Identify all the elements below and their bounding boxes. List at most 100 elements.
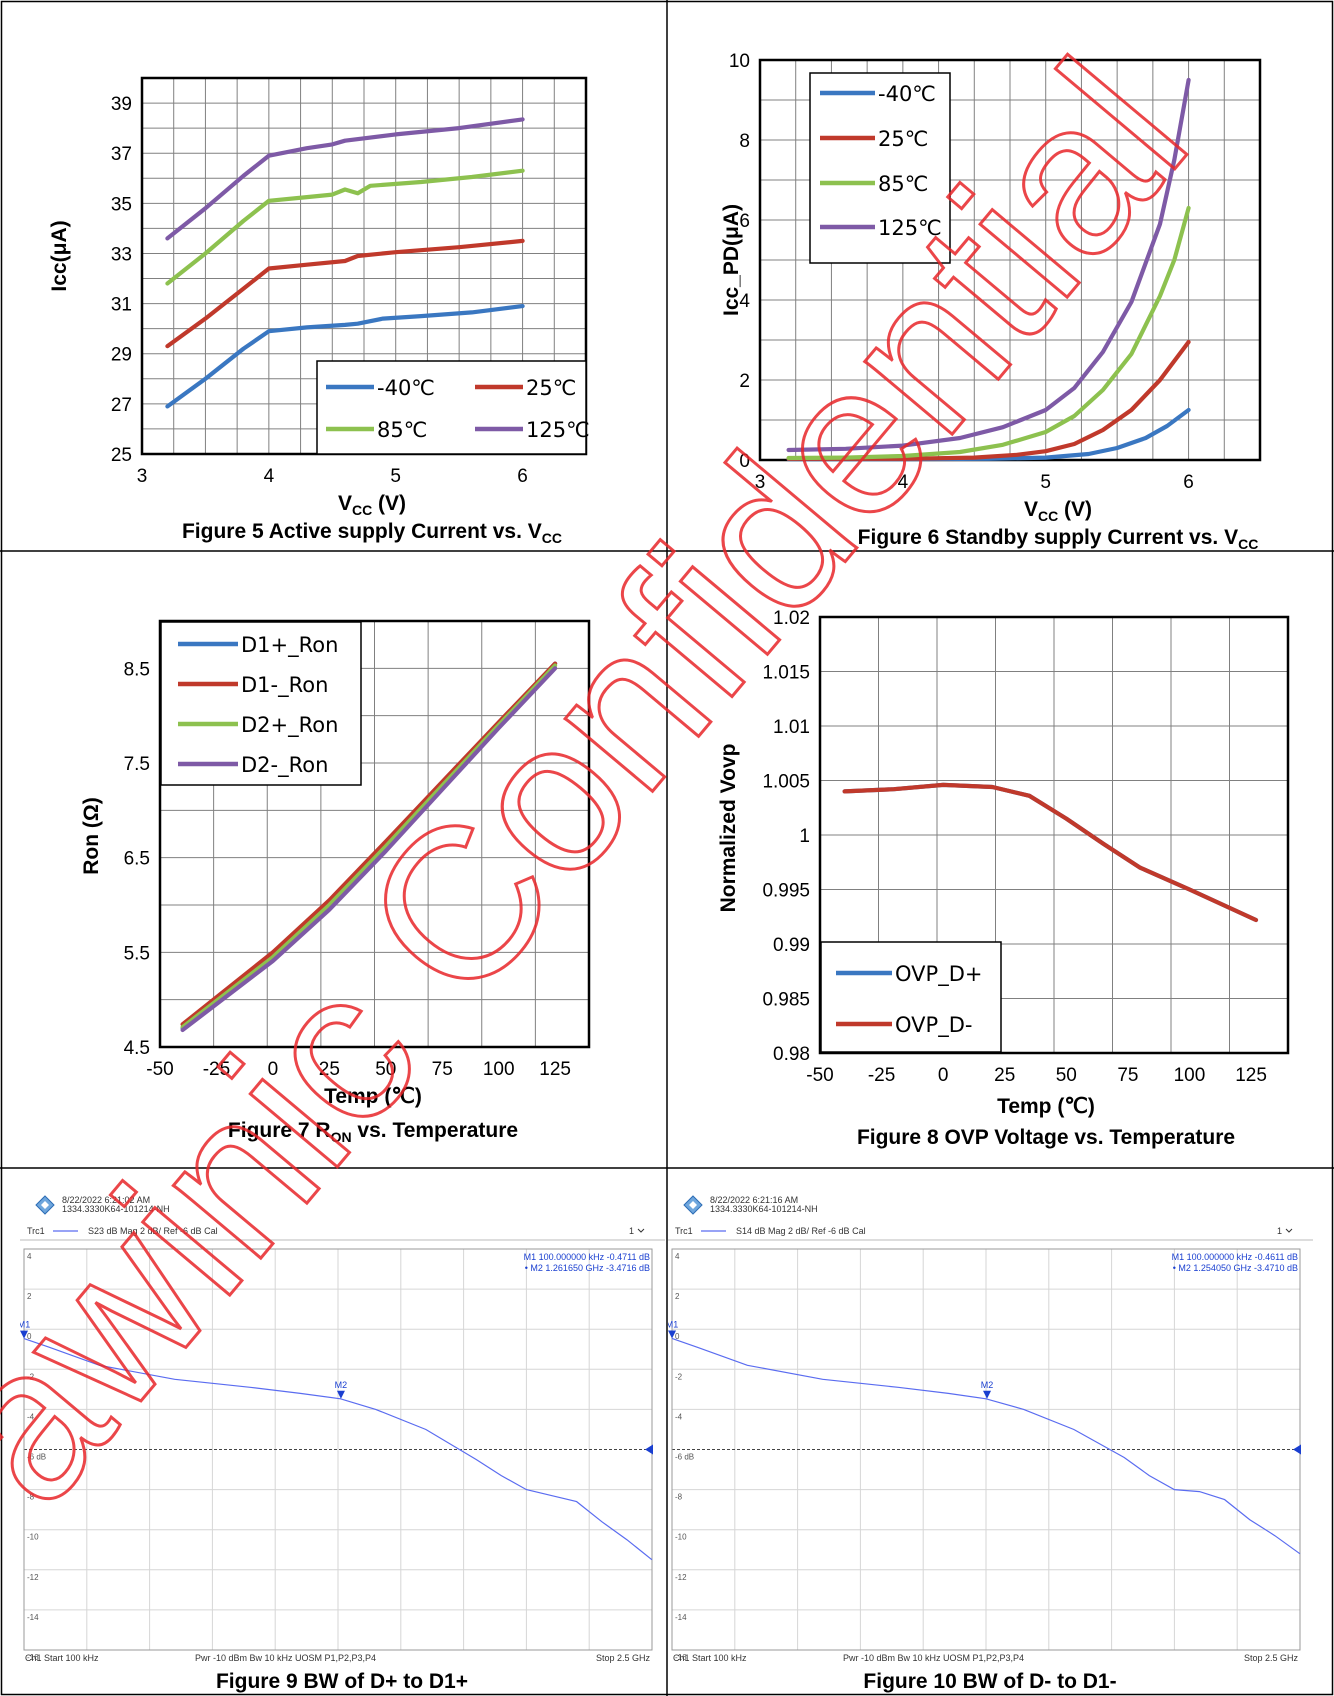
series-line-25 — [165, 238, 525, 349]
x-tick-label: 3 — [137, 466, 148, 487]
x-axis-title: Temp (℃) — [324, 1085, 422, 1108]
vna-trace-name: Trc1 — [27, 1226, 45, 1236]
vna-y-tick-label: 0 — [675, 1332, 680, 1341]
series-line-85 — [165, 168, 525, 286]
vna-y-tick-label: -2 — [675, 1372, 683, 1381]
legend-label-25: 25℃ — [878, 127, 928, 151]
vna-y-tick-label: -14 — [27, 1613, 39, 1622]
y-tick-label: 1.005 — [762, 772, 810, 793]
figure-7-cell: -50 -25 0 25 50 75 100 125 4.5 5.5 6.5 7.5 8.5 Temp (… — [20, 553, 665, 1167]
y-tick-label: 33 — [111, 244, 132, 265]
legend-label-d1-ron: D1-_Ron — [241, 673, 328, 698]
figure-caption: Figure 8 OVP Voltage vs. Temperature — [857, 1126, 1235, 1149]
x-tick-label: 125 — [539, 1059, 571, 1080]
x-tick-label: 75 — [1117, 1065, 1138, 1086]
y-axis-title: Icc(μA) — [48, 220, 71, 291]
y-tick-label: 0.995 — [762, 881, 810, 902]
vna-y-tick-label: -10 — [675, 1533, 687, 1542]
x-tick-label: 50 — [375, 1059, 396, 1080]
x-axis-title-unit: (V) — [372, 492, 406, 515]
figure-9-cell: 8/22/2022 6:21:02 AM 1334.3330K64-101214-… — [20, 1170, 665, 1696]
y-tick-label: 39 — [111, 94, 132, 115]
vna-plot-area — [671, 1248, 1301, 1651]
y-tick-label: 6.5 — [124, 849, 150, 870]
x-axis-title-subscript: CC — [1038, 508, 1058, 524]
vna-y-tick-label: 0 — [27, 1332, 32, 1341]
vna-channel-number: 1 — [1277, 1226, 1282, 1236]
vna-instrument-id: 1334.3330K64-101214-NH — [710, 1204, 818, 1214]
vna-trace-format: S23 dB Mag 2 dB/ Ref -6 dB Cal — [88, 1226, 218, 1236]
y-tick-label: 29 — [111, 345, 132, 366]
legend: OVP_D+ OVP_D- — [820, 941, 1002, 1053]
x-axis-title: VCC (V) — [1024, 498, 1092, 524]
y-tick-label: 4 — [739, 291, 750, 312]
logo-inner — [41, 1201, 49, 1209]
y-tick-label: 0 — [739, 451, 750, 472]
figure-9-chart: 8/22/2022 6:21:02 AM1334.3330K64-101214-… — [20, 1195, 665, 1693]
x-tick-label: 100 — [1174, 1065, 1206, 1086]
vna-channel-number: 1 — [629, 1226, 634, 1236]
vna-y-tick-label: -6 dB — [675, 1453, 694, 1462]
legend-box — [809, 72, 951, 264]
legend-label-125: 125℃ — [526, 418, 590, 442]
vna-reference-arrow-icon — [1293, 1444, 1301, 1455]
x-axis-title-subscript: CC — [352, 502, 372, 518]
vna-y-tick-label: 4 — [675, 1252, 680, 1261]
x-tick-label: 50 — [1056, 1065, 1077, 1086]
vna-footer-start: Ch1 Start 100 kHz — [25, 1653, 99, 1663]
y-tick-label: 27 — [111, 395, 132, 416]
plot-area — [158, 619, 591, 1049]
series-line-40 — [165, 304, 525, 409]
vna-marker-readout-m2: • M2 1.261650 GHz -3.4716 dB — [525, 1263, 650, 1273]
figure-8-cell: -50 -25 0 25 50 75 100 125 0.98 0.985 0.99 0.995 1 1.… — [668, 553, 1313, 1167]
figure-caption: Figure 5 Active supply Current vs. VCC — [182, 520, 562, 546]
x-tick-label: 3 — [755, 472, 766, 493]
plot-frame — [818, 615, 1290, 1055]
vna-marker-label: M2 — [981, 1380, 994, 1390]
figure-caption: Figure 6 Standby supply Current vs. VCC — [858, 526, 1259, 550]
y-tick-label: 0.99 — [773, 935, 810, 956]
vna-y-tick-label: -12 — [675, 1573, 687, 1582]
vna-marker-label: M2 — [335, 1380, 348, 1390]
y-axis-title: Normalized Vovp — [717, 744, 740, 913]
figure-caption: Figure 7 RON vs. Temperature — [228, 1119, 518, 1145]
vna-y-tick-label: -6 dB — [27, 1453, 46, 1462]
figure-caption-subscript: CC — [542, 530, 562, 546]
chevron-down-icon — [1285, 1228, 1293, 1233]
vna-y-tick-label: -4 — [27, 1412, 35, 1421]
x-axis-title-unit: (V) — [1058, 498, 1092, 521]
y-axis-title: Icc_PD(μA) — [720, 204, 743, 316]
series-line-125 — [786, 77, 1191, 453]
y-tick-label: 1.02 — [773, 608, 810, 629]
vna-logo-icon — [35, 1195, 55, 1215]
x-axis-title: Temp (℃) — [997, 1095, 1095, 1118]
vna-y-tick-label: -14 — [675, 1613, 687, 1622]
y-tick-label: 5.5 — [124, 943, 150, 964]
legend-label-d2-ron: D2+_Ron — [241, 713, 338, 738]
figure-caption: Figure 9 BW of D+ to D1+ — [216, 1670, 468, 1693]
x-tick-label: -50 — [806, 1065, 833, 1086]
series-line-40 — [786, 407, 1191, 462]
legend-box — [316, 360, 587, 455]
vna-y-tick-label: -10 — [27, 1533, 39, 1542]
series-line-d2-ron — [180, 666, 558, 1033]
y-tick-label: 8.5 — [124, 659, 150, 680]
vna-trace-format: S14 dB Mag 2 dB/ Ref -6 dB Cal — [736, 1226, 866, 1236]
legend-label-ovp-d: OVP_D- — [895, 1013, 972, 1038]
y-tick-label: 25 — [111, 445, 132, 466]
vna-marker-label: M1 — [668, 1319, 678, 1329]
series-line-85 — [786, 205, 1191, 461]
x-tick-label: 25 — [319, 1059, 340, 1080]
figure-caption: Figure 10 BW of D- to D1- — [863, 1670, 1116, 1693]
y-tick-label: 1 — [799, 826, 810, 847]
chevron-down-icon — [637, 1228, 645, 1233]
y-tick-label: 6 — [739, 211, 750, 232]
series-line-25 — [786, 339, 1191, 461]
x-axis-title: VCC (V) — [338, 492, 406, 518]
x-tick-label: 100 — [483, 1059, 515, 1080]
figure-10-chart: 8/22/2022 6:21:16 AM1334.3330K64-101214-… — [668, 1195, 1313, 1693]
series-line-ovp-d — [842, 782, 1259, 923]
x-tick-label: 0 — [268, 1059, 279, 1080]
vna-y-tick-label: -12 — [27, 1573, 39, 1582]
